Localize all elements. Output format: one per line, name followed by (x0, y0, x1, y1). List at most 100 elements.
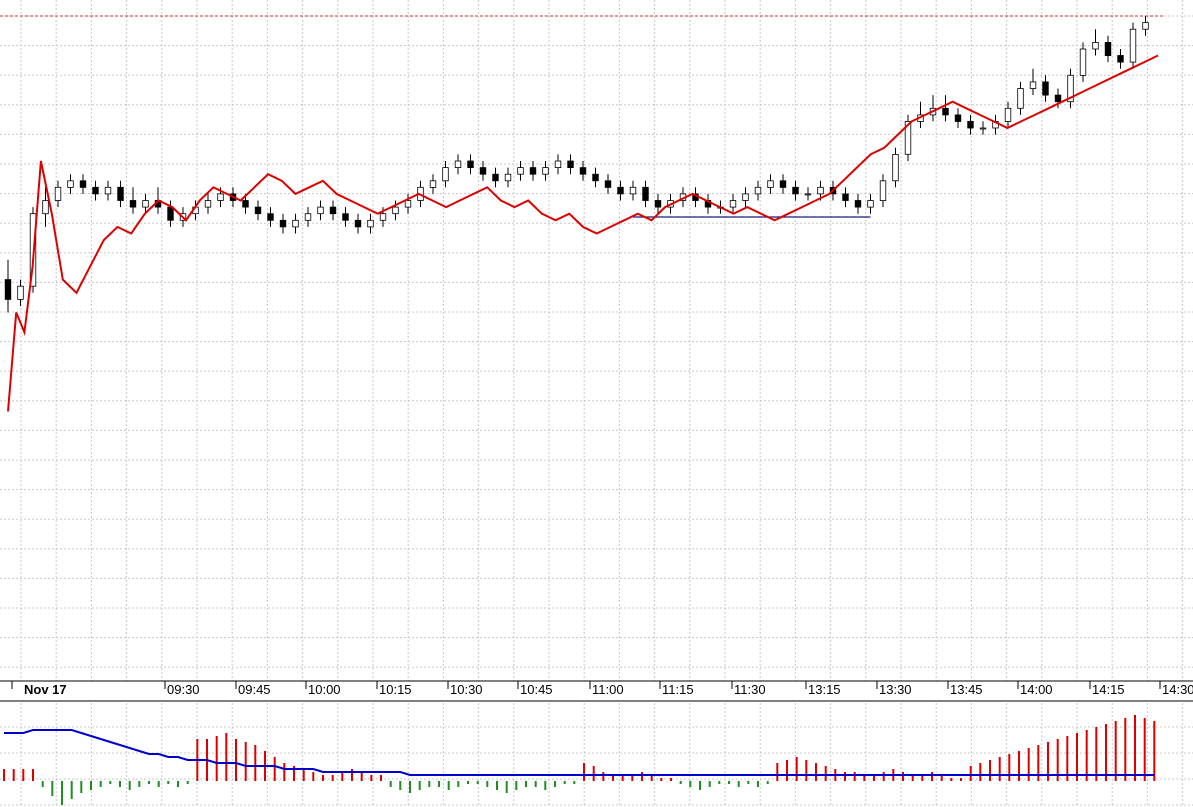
volume-average-group (4, 729, 1155, 776)
overlay-line-group (7, 54, 1159, 412)
candle-body (429, 180, 437, 188)
candle-body (267, 213, 274, 221)
candle-body (279, 219, 287, 228)
candle-body (517, 167, 524, 175)
candle-body (17, 285, 24, 300)
x-tick-label: 14:15 (1092, 682, 1125, 697)
candle-body (979, 127, 987, 130)
candle-body (629, 186, 637, 195)
candle-body (242, 200, 249, 208)
candle-body (1104, 42, 1112, 57)
candle-body (779, 180, 787, 188)
candle-body (954, 114, 962, 122)
candle-body (254, 206, 262, 215)
candle-body (167, 206, 174, 221)
candle-body (1017, 88, 1024, 109)
candle-body (142, 200, 149, 208)
candle-body (529, 167, 537, 175)
x-tick-label: 09:30 (167, 682, 200, 697)
candle-body (204, 200, 212, 208)
candle-body (1142, 22, 1149, 30)
x-tick-label: 13:45 (950, 682, 983, 697)
candle-body (4, 279, 12, 300)
x-tick-label: 09:45 (238, 682, 271, 697)
candle-body (1042, 81, 1049, 96)
candle-body (317, 206, 324, 215)
x-tick-label: 10:30 (450, 682, 483, 697)
price-grid (0, 0, 1193, 681)
candle-body (329, 206, 337, 215)
candle-body (1054, 94, 1062, 103)
candle-body (54, 186, 62, 201)
x-tick-label: 14:30 (1162, 682, 1193, 697)
candle-body (742, 193, 749, 201)
candle-body (1029, 81, 1037, 89)
x-tick-label: 14:00 (1020, 682, 1053, 697)
candle-body (654, 200, 662, 208)
candle-body (454, 160, 462, 168)
x-tick-label: 11:30 (734, 682, 766, 697)
x-tick-label: 10:15 (379, 682, 412, 697)
candle-body (504, 173, 512, 182)
candle-body (554, 160, 562, 168)
candle-body (942, 107, 949, 116)
candle-body (404, 200, 412, 208)
candle-body (592, 173, 599, 182)
candle-body (967, 121, 974, 129)
candle-body (892, 153, 899, 182)
candle-body (467, 160, 474, 168)
candle-body (792, 186, 799, 195)
candle-body (1117, 55, 1124, 63)
candle-body (42, 200, 49, 215)
x-axis: Nov 17 09:30 09:45 10:00 10:15 10:30 10:45 11:0… (11, 681, 1193, 697)
x-tick-label: 11:15 (662, 682, 694, 697)
candle-body (292, 219, 299, 228)
volume-grid (0, 703, 1193, 807)
candle-body (604, 180, 612, 188)
candle-body (479, 167, 487, 175)
candle-body (392, 206, 399, 215)
candle-body (767, 180, 774, 188)
candle-body (1092, 42, 1099, 50)
candle-body (842, 193, 849, 201)
candle-body (904, 121, 912, 155)
overlay-line (7, 54, 1159, 412)
candle-body (1129, 28, 1137, 63)
candle-body (367, 219, 374, 228)
candle-body (1079, 48, 1087, 76)
candle-body (1067, 74, 1074, 103)
candle-body (79, 180, 87, 188)
candle-body (804, 193, 812, 196)
x-tick-label: 13:15 (808, 682, 841, 697)
x-tick-label: Nov 17 (24, 682, 67, 697)
x-tick-label: 10:00 (308, 682, 341, 697)
candle-body (867, 200, 874, 208)
candle-body (817, 186, 824, 195)
candle-body (617, 186, 624, 195)
candle-body (492, 173, 499, 182)
candle-body (379, 213, 387, 221)
candle-body (104, 186, 112, 195)
candle-body (567, 160, 574, 168)
candle-body (354, 219, 362, 228)
candle-body (642, 186, 649, 201)
x-tick-label: 13:30 (879, 682, 912, 697)
volume-average-line (4, 729, 1155, 776)
candle-body (542, 167, 549, 175)
candle-body (729, 200, 737, 208)
candle-body (879, 180, 887, 202)
x-tick-label: 11:00 (592, 682, 624, 697)
candle-body (754, 186, 762, 195)
candle-body (579, 167, 587, 175)
candle-body (67, 180, 74, 188)
candle-body (217, 193, 224, 201)
candle-body (129, 200, 137, 208)
candle-body (92, 186, 99, 195)
candle-body (442, 167, 449, 182)
candle-body (854, 200, 862, 208)
candle-body (117, 186, 124, 201)
candle-body (304, 213, 312, 221)
candle-body (1004, 107, 1012, 122)
x-tick-label: 10:45 (520, 682, 553, 697)
